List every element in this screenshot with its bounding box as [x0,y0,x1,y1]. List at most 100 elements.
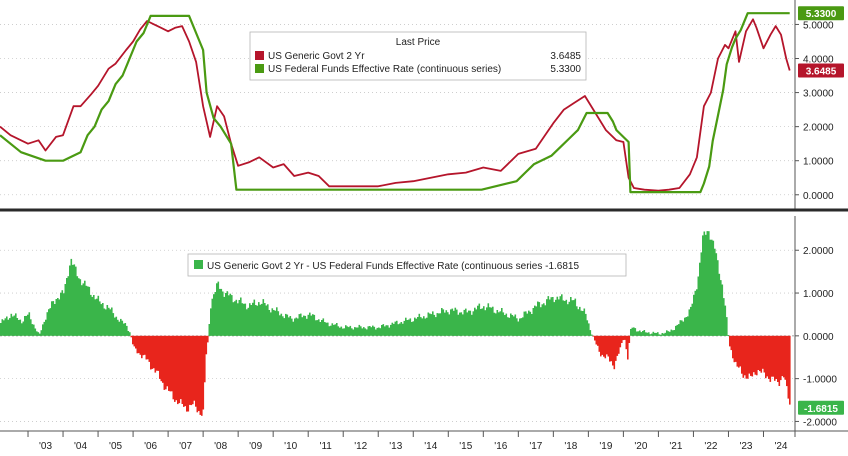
spread-bar [525,311,527,336]
spread-bar [49,308,52,336]
spread-bar [624,335,626,340]
spread-bar [682,321,685,336]
spread-bar [219,288,221,336]
bottom-y-tick-label: 2.0000 [803,246,834,257]
spread-bar [228,295,230,336]
spread-bar [471,314,473,336]
spread-bar [463,309,466,336]
spread-bar [295,317,298,336]
spread-bar [250,305,253,336]
spread-bar [700,252,703,336]
spread-bar [442,309,445,336]
spread-bar [640,332,643,336]
spread-bar [145,335,148,360]
spread-bar [94,299,97,336]
spread-bar [411,322,413,336]
spread-bar [286,314,289,336]
spread-bar [82,283,85,336]
spread-bar [628,335,631,343]
spread-bar [115,316,118,336]
spread-bar [171,335,173,392]
spread-bar [75,266,77,336]
spread-bar [222,291,224,336]
spread-bar [246,309,248,336]
spread-bar [403,320,406,336]
spread-bar [256,305,259,336]
spread-bar [123,323,125,336]
spread-bar [409,318,412,336]
spread-bar [15,313,17,336]
spread-bar [183,335,185,407]
spread-bar [30,319,32,336]
spread-bar [726,317,728,336]
spread-bar [66,278,68,336]
spread-bar [402,323,404,336]
top-last-value-tag: 3.6485 [798,63,844,78]
spread-bar [531,314,533,336]
spread-bar [93,295,95,336]
spread-bar [664,332,667,336]
x-tick-label: '04 [74,441,87,452]
spread-bar [775,335,778,379]
spread-bar [393,323,395,336]
spread-bar [426,317,428,336]
spread-bar [538,302,541,336]
spread-bar [220,288,223,336]
spread-bar [114,317,116,336]
spread-bar [765,335,767,379]
spread-bar [666,330,668,336]
spread-bar [174,335,176,402]
spread-bar [369,326,371,336]
x-tick-label: '18 [564,441,577,452]
spread-bar [73,264,76,336]
spread-bar [555,299,557,336]
spread-bar [178,335,181,404]
spread-bar [771,335,773,377]
x-tick-label: '14 [424,441,437,452]
spread-bar [264,303,266,336]
spread-bar [469,310,472,336]
spread-bar [556,296,559,336]
spread-bar [70,258,73,336]
spread-bar [231,295,233,336]
spread-bar [445,310,448,336]
spread-bar [522,317,524,336]
spread-bar [78,278,80,336]
spread-bar [12,316,14,336]
spread-bar [321,320,323,336]
spread-bar [715,253,718,336]
spread-bar [760,335,763,373]
spread-bar [303,315,305,336]
spread-bar [124,323,127,336]
spread-bar [291,318,293,336]
spread-bar [496,310,499,336]
spread-bar [553,302,556,336]
spread-bar [199,335,202,415]
spread-bar [763,335,766,373]
spread-bar [412,321,415,336]
spread-bar [559,296,562,336]
spread-bar [6,316,8,336]
spread-bar [768,335,770,379]
spread-bar [9,318,11,336]
top-legend-box [249,31,587,81]
spread-bar [160,335,163,382]
spread-bar [367,326,370,336]
bottom-last-value-tag-box: -1.6815 [798,400,844,415]
spread-bar [516,318,518,336]
spread-bar [25,315,28,336]
legend-label: US Generic Govt 2 Yr [268,51,365,62]
spread-bar [147,335,149,360]
spread-bar [307,314,310,336]
spread-bar [84,280,86,336]
spread-bar [643,330,646,336]
spread-bar [519,318,521,336]
spread-bar [751,335,754,377]
spread-bar [345,325,347,336]
spread-bar [597,335,599,346]
spread-bar [79,279,82,336]
spread-bar [292,321,295,336]
spread-bar [651,333,653,336]
spread-bar [213,294,215,336]
spread-bar [676,324,679,336]
